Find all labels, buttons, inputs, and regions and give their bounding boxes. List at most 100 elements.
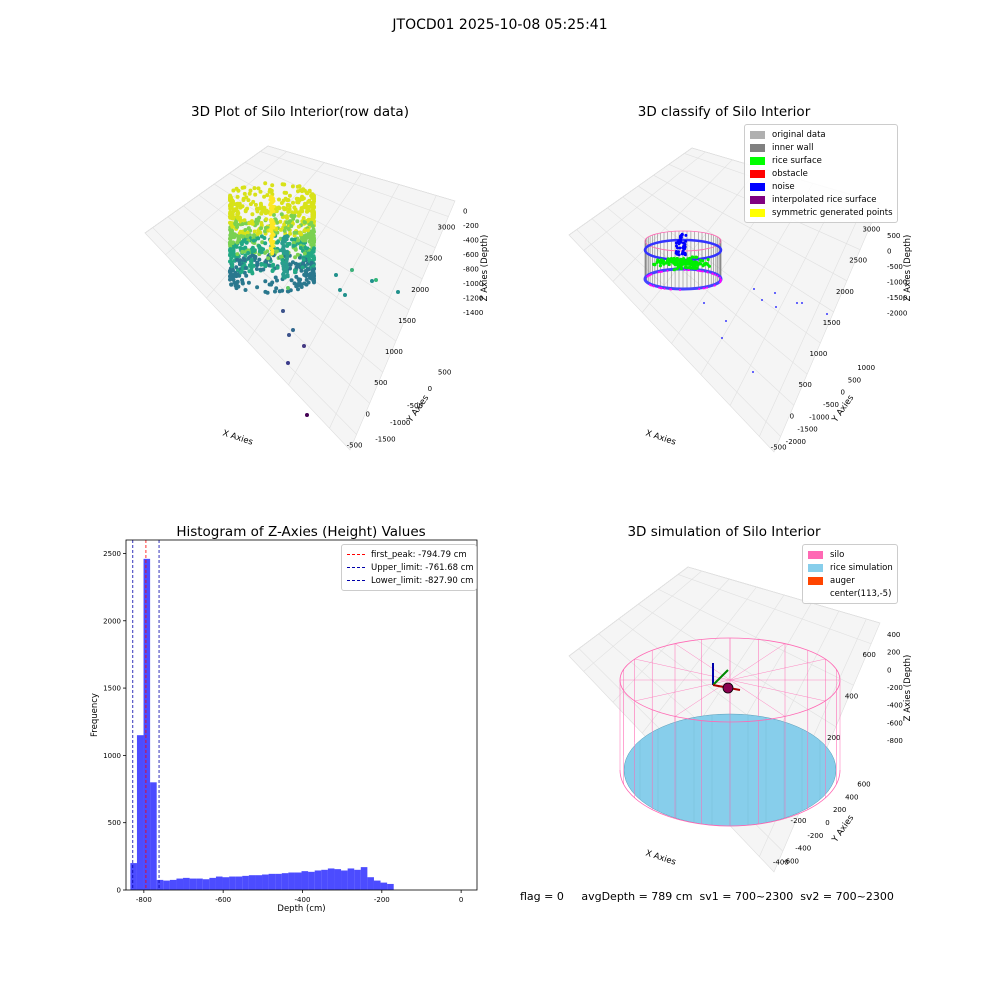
raw-point [273,289,277,294]
raw-point [264,217,269,222]
raw-point [370,279,374,283]
raw-ytick-label: -1000 [390,419,410,427]
cls-data-points [643,230,828,373]
cls-noise-point [683,251,687,255]
raw-point [237,215,242,220]
raw-point [263,229,267,234]
legend-label: rice surface [772,155,822,166]
raw-point [304,270,309,275]
raw-point [235,240,240,245]
cls-xtick-label: 500 [798,381,811,389]
histogram-bar [314,870,322,890]
cls-interp-point [660,287,663,290]
raw-ytick-label: -500 [407,402,423,410]
raw-point [259,226,263,231]
raw-point [309,209,314,214]
x-tick-label: -200 [374,896,390,904]
cls-noise-point [703,302,705,304]
cls-rice-point [653,263,657,267]
x-tick-label: -600 [215,896,231,904]
raw-point [279,201,284,205]
legend-item: rice simulation [808,561,893,574]
raw-point [295,200,300,205]
silo-roof-line [674,643,731,681]
raw-point [278,219,283,224]
legend-swatch [750,208,765,217]
histogram-bar [347,868,355,890]
raw-point [250,253,255,258]
raw-point [242,270,247,275]
y-axis-label: Frequency [90,693,100,737]
cls-noise-point [677,253,681,257]
cls-interp-point [699,270,702,273]
histogram-bar [268,873,276,890]
silo-roof-line [729,643,786,681]
cls-noise-point [684,239,688,243]
raw-point [308,233,312,238]
x-axis-label: Depth (cm) [277,904,325,914]
raw-point [255,209,260,214]
raw-point [230,264,234,269]
legend-item: Upper_limit: -761.68 cm [347,561,474,574]
raw-point [268,239,273,243]
raw-point [277,197,281,202]
sim-zaxis-label: Z Axies (Depth) [903,655,913,722]
legend-swatch [750,130,765,139]
raw-point [235,225,239,229]
legend-label: inner wall [772,142,814,153]
legend-label: obstacle [772,168,808,179]
histogram-bar [327,868,335,890]
sim-ztick-label: -600 [887,719,903,727]
raw-point [287,204,292,208]
raw-point [281,264,286,269]
cls-interp-point [663,287,666,290]
silo-roof-line [729,658,826,681]
histogram-bar [367,877,374,890]
legend-swatch [750,156,765,165]
cls-ytick-label: 500 [848,376,861,384]
raw-point [241,239,246,244]
raw-point [306,228,310,233]
raw-point [298,246,303,250]
raw-point [311,263,316,268]
raw-point [231,252,236,257]
raw-point [301,257,306,262]
cls-rice-point [690,255,695,259]
cls-ytick-label: 1000 [857,364,875,372]
raw-point [297,255,302,260]
raw-point [292,205,297,210]
cls-ytick-label: -500 [823,401,839,409]
histogram-bar [308,871,315,890]
raw-point [270,235,274,240]
raw-point [251,199,256,204]
raw-plot-title: 3D Plot of Silo Interior(row data) [191,104,409,120]
sim-xtick-label: -200 [791,817,807,825]
simulation-plot-title: 3D simulation of Silo Interior [627,524,821,540]
raw-point [274,286,279,291]
histogram-bar [248,875,256,890]
raw-point [287,193,292,198]
cls-noise-point [678,246,682,250]
raw-point [263,208,268,213]
raw-point [282,222,287,227]
raw-point [311,277,316,282]
sim-model [619,637,841,827]
histogram-bar [176,878,184,890]
sim-grid-y [641,586,757,734]
cls-interp-point [679,289,681,291]
histogram-bar [136,735,144,890]
cls-xtick-label: -500 [771,443,787,451]
raw-point [240,222,245,226]
raw-point [252,249,257,253]
raw-point [374,278,378,282]
histogram-bar [321,869,328,890]
raw-point [285,255,289,259]
raw-point [263,279,268,284]
raw-point [240,249,245,254]
raw-point [286,286,290,290]
simulation-legend: silo rice simulation auger center(113,-5) [802,544,898,604]
